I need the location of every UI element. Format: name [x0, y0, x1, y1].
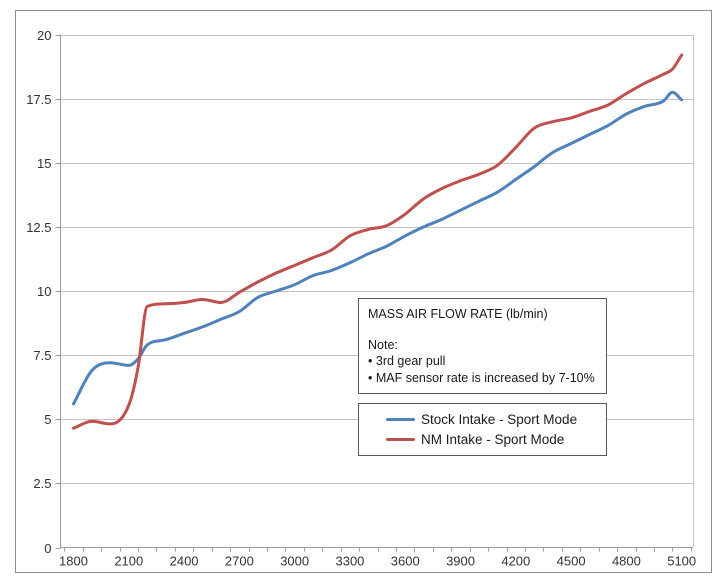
legend-box: Stock Intake - Sport Mode NM Intake - Sp…: [358, 403, 607, 456]
note-bullet-1: • 3rd gear pull: [368, 354, 446, 368]
x-axis-label: 2400: [170, 554, 199, 569]
x-axis-label: 1800: [59, 554, 88, 569]
note-bullet-2: • MAF sensor rate is increased by 7-10%: [368, 370, 595, 385]
y-axis-label: 15: [37, 156, 51, 171]
x-axis-label: 3300: [335, 554, 364, 569]
bullet-icon: •: [368, 354, 373, 368]
y-axis-label: 5: [44, 412, 51, 427]
x-axis-label: 3000: [280, 554, 309, 569]
bullet-icon: •: [368, 370, 373, 385]
legend-item-nm-intake: NM Intake - Sport Mode: [359, 432, 606, 447]
x-axis-label: 5100: [667, 554, 696, 569]
x-axis-label: 4200: [501, 554, 530, 569]
chart-title: MASS AIR FLOW RATE (lb/min): [368, 307, 548, 321]
legend-line-swatch-blue: [386, 417, 415, 421]
y-axis-label: 17.5: [26, 92, 51, 107]
legend-line-swatch-red: [386, 438, 415, 442]
series-line-stock-intake-sport-mode: [72, 90, 684, 406]
x-axis-label: 2700: [225, 554, 254, 569]
chart-border: [15, 10, 712, 573]
x-axis-label: 3900: [446, 554, 475, 569]
y-axis-label: 0: [44, 541, 51, 556]
y-axis-label: 12.5: [26, 220, 51, 235]
legend-label: NM Intake - Sport Mode: [421, 432, 565, 448]
x-axis-label: 4800: [612, 554, 641, 569]
y-axis-label: 20: [37, 28, 51, 43]
x-axis-label: 2100: [114, 554, 143, 569]
note-box: MASS AIR FLOW RATE (lb/min) Note: • 3rd …: [358, 298, 607, 394]
y-axis-label: 10: [37, 284, 51, 299]
series-line-nm-intake-sport-mode: [72, 53, 684, 430]
x-axis-label: 4500: [557, 554, 586, 569]
y-axis-label: 2.5: [33, 476, 51, 491]
legend-label: Stock Intake - Sport Mode: [421, 411, 578, 427]
note-label: Note:: [368, 337, 398, 352]
y-axis-label: 7.5: [33, 348, 51, 363]
legend-item-stock-intake: Stock Intake - Sport Mode: [359, 412, 606, 427]
x-axis-label: 3600: [391, 554, 420, 569]
